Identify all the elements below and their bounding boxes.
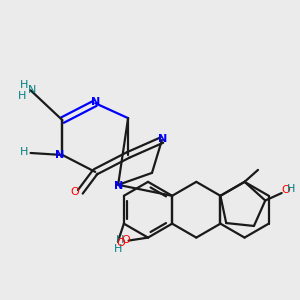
Text: H: H [114, 244, 123, 254]
Text: H: H [116, 235, 124, 245]
Text: -: - [50, 150, 52, 159]
Text: H: H [286, 184, 295, 194]
Text: O: O [281, 185, 290, 195]
Text: N: N [158, 134, 167, 144]
Text: N: N [56, 150, 64, 160]
Text: H: H [20, 147, 28, 157]
Text: O: O [70, 187, 79, 197]
Text: O: O [116, 238, 125, 248]
Text: N: N [113, 181, 123, 191]
Text: N: N [91, 97, 100, 107]
Text: H: H [20, 80, 28, 90]
Text: N: N [28, 85, 36, 95]
Text: O: O [121, 235, 130, 245]
Text: H: H [18, 91, 26, 101]
